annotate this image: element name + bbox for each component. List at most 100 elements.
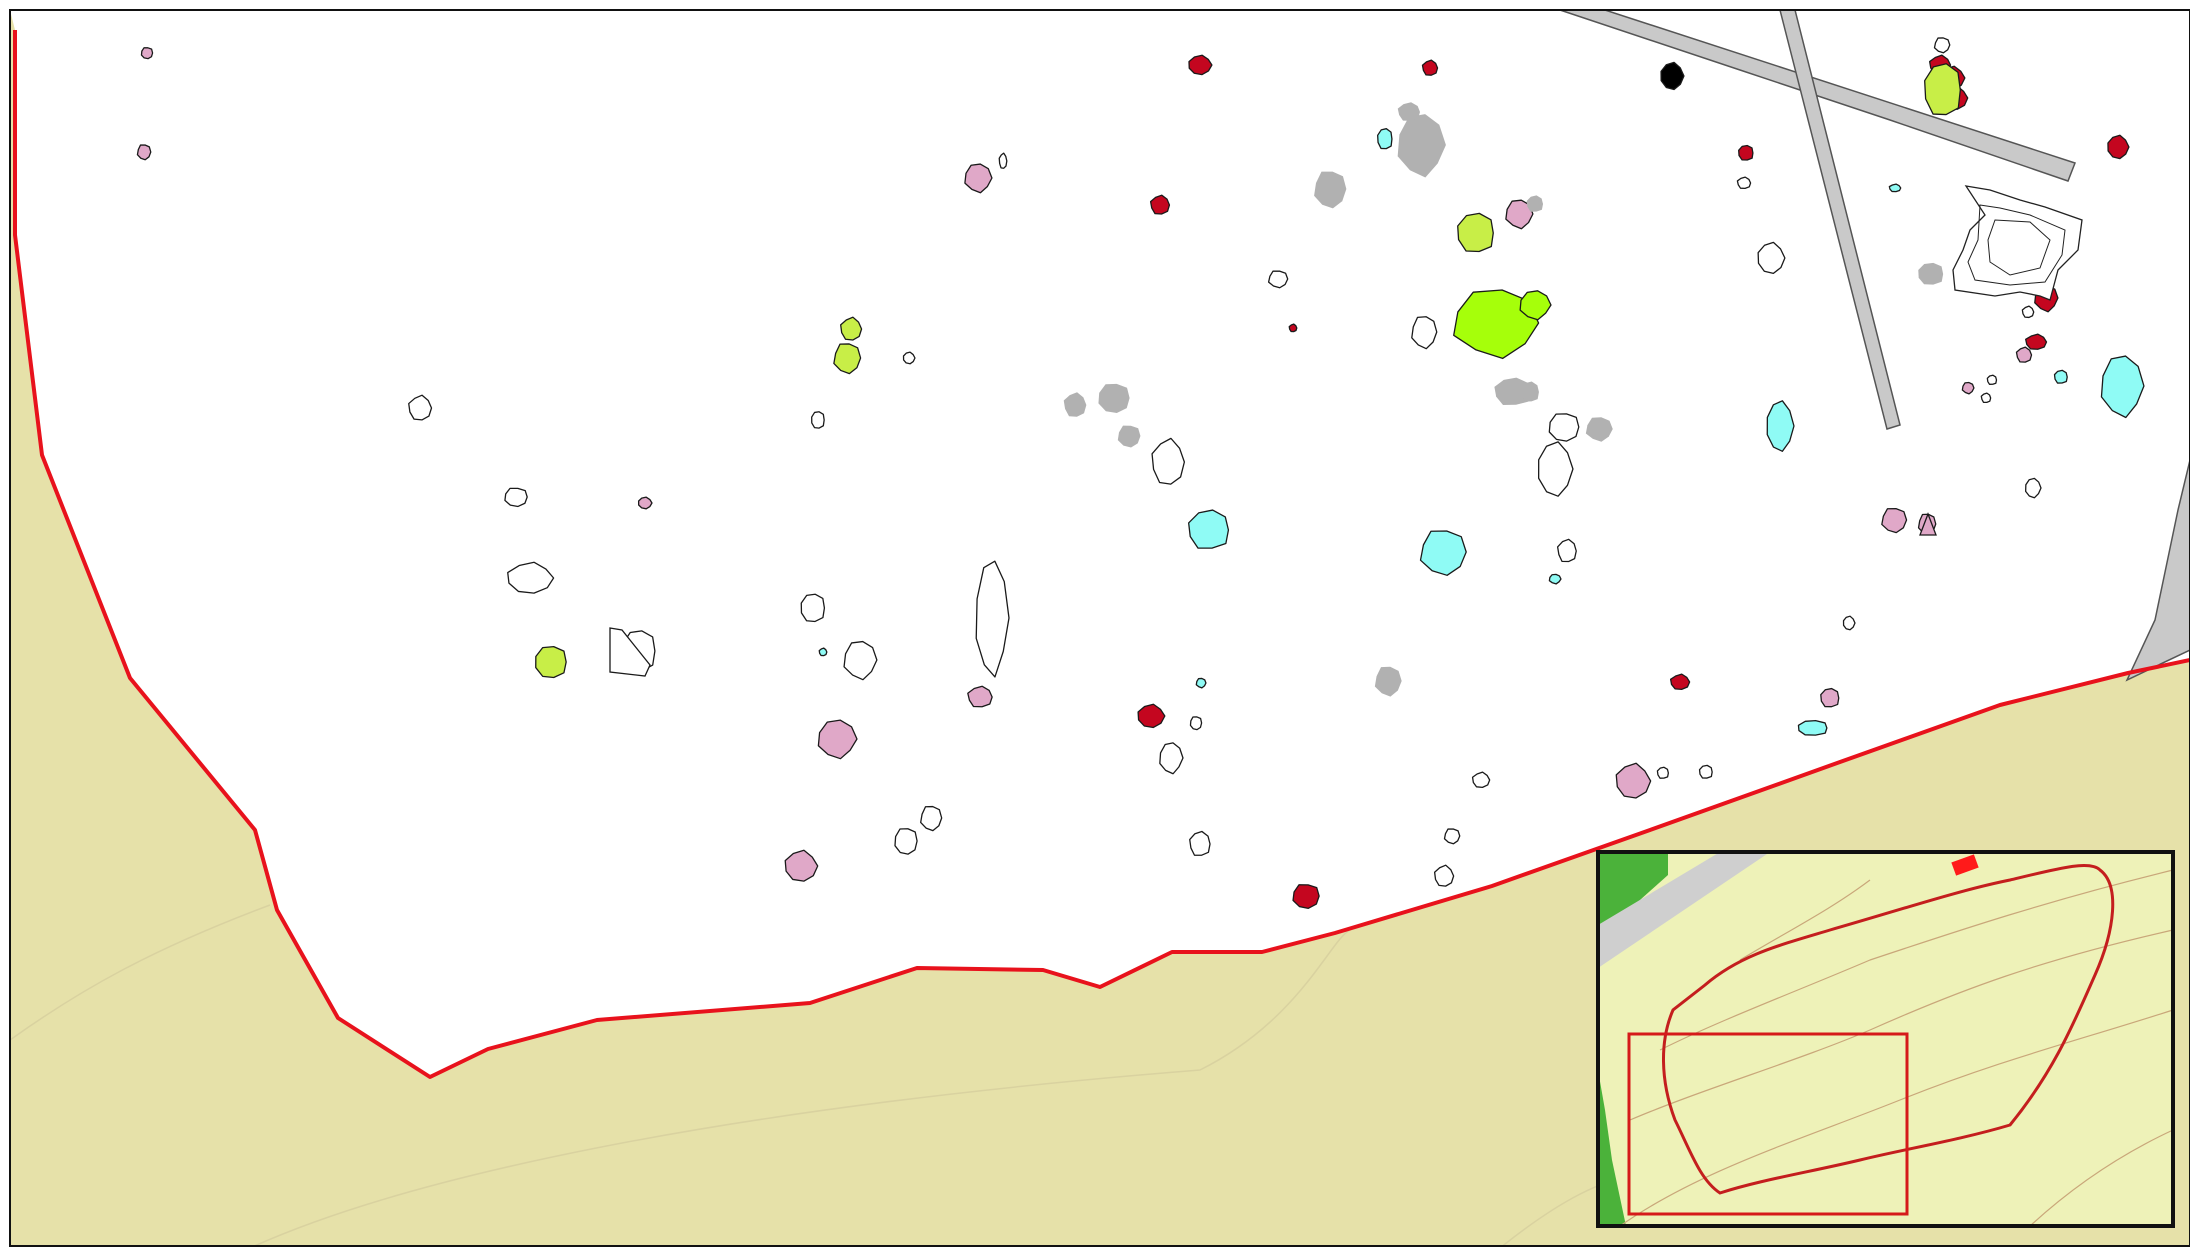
pink-feature bbox=[1820, 687, 1840, 708]
inset-contour bbox=[1619, 1009, 2174, 1227]
pink-feature bbox=[967, 685, 993, 708]
dark-red-feature bbox=[1149, 194, 1171, 215]
outlined-feature bbox=[975, 560, 1010, 678]
inset-contour bbox=[1629, 929, 2174, 1121]
inset-green-area bbox=[1598, 1070, 1626, 1226]
dark-red-feature bbox=[2107, 134, 2130, 160]
cyan-feature bbox=[1377, 128, 1393, 150]
contour-line bbox=[252, 929, 1351, 1246]
pink-feature bbox=[784, 849, 819, 882]
rock-cluster-inner bbox=[1987, 219, 2051, 276]
pink-feature bbox=[140, 47, 154, 60]
outlined-feature bbox=[2025, 477, 2042, 499]
gray-feature bbox=[1918, 262, 1944, 285]
pink-feature bbox=[2015, 346, 2033, 363]
gray-feature bbox=[1585, 417, 1613, 442]
lime-feature bbox=[535, 645, 567, 679]
black-feature bbox=[1660, 61, 1685, 91]
dark-red-feature bbox=[1292, 884, 1320, 909]
lime-feature bbox=[1519, 290, 1552, 321]
gray-feature bbox=[1526, 195, 1544, 212]
outlined-feature bbox=[1189, 830, 1211, 856]
dark-red-feature bbox=[1421, 59, 1439, 76]
inset-contour bbox=[1659, 869, 2174, 1051]
inset-site-outline bbox=[1662, 863, 2115, 1195]
outlined-feature bbox=[1548, 413, 1580, 442]
outlined-feature bbox=[811, 411, 825, 429]
inset-contour bbox=[1739, 879, 1871, 961]
lime-feature bbox=[1457, 212, 1494, 253]
pink-feature bbox=[1919, 512, 1937, 536]
inset-view-frame bbox=[1627, 1032, 1909, 1216]
outlined-feature bbox=[920, 805, 943, 832]
outlined-feature bbox=[843, 640, 878, 681]
lime-feature bbox=[840, 316, 863, 341]
dark-red-feature bbox=[1137, 703, 1166, 729]
gray-feature bbox=[1520, 381, 1539, 402]
outlined-feature bbox=[1656, 766, 1670, 779]
cyan-feature bbox=[1188, 509, 1230, 549]
dark-red-feature bbox=[1669, 673, 1691, 691]
cyan-feature bbox=[2100, 355, 2145, 419]
outlined-feature bbox=[1698, 764, 1713, 779]
outlined-feature bbox=[1267, 270, 1289, 289]
outlined-feature bbox=[609, 627, 651, 677]
excavation-boundary bbox=[13, 30, 2190, 1079]
pink-feature bbox=[1961, 381, 1975, 395]
outlined-feature bbox=[1556, 538, 1577, 563]
gray-feature bbox=[1494, 377, 1531, 405]
map-frame bbox=[9, 9, 2190, 1247]
outlined-feature bbox=[1159, 742, 1184, 775]
gray-feature bbox=[1117, 425, 1141, 448]
gray-feature bbox=[1314, 171, 1347, 209]
outlined-feature bbox=[1842, 615, 1856, 631]
pink-feature bbox=[637, 496, 653, 510]
outlined-feature bbox=[507, 561, 555, 594]
outlined-feature bbox=[1443, 828, 1461, 845]
outlined-feature bbox=[902, 351, 916, 365]
gray-feature bbox=[1397, 114, 1446, 178]
outlined-feature bbox=[408, 394, 433, 421]
outlined-feature bbox=[1986, 374, 1998, 385]
dark-red-feature bbox=[1288, 323, 1298, 333]
dark-red-feature bbox=[1188, 54, 1213, 76]
inset-contour bbox=[2029, 1129, 2174, 1227]
gray-feature bbox=[1374, 666, 1402, 697]
cyan-feature bbox=[1548, 573, 1562, 585]
gray-feature bbox=[1098, 383, 1130, 413]
pink-feature bbox=[136, 144, 152, 161]
gray-feature bbox=[1397, 102, 1421, 121]
road-vertical bbox=[1779, 9, 1901, 430]
road-layer bbox=[1559, 9, 2190, 682]
inset-road bbox=[1598, 852, 1770, 968]
outlined-feature bbox=[1980, 392, 1992, 404]
outlined-feature bbox=[1433, 864, 1455, 887]
dark-red-feature bbox=[1738, 144, 1754, 161]
pink-feature bbox=[1505, 199, 1534, 230]
outlined-feature bbox=[1736, 176, 1752, 190]
rock-cluster-outline bbox=[1952, 185, 2083, 301]
outlined-feature bbox=[998, 152, 1008, 169]
cyan-feature bbox=[2053, 369, 2068, 384]
lime-feature bbox=[1924, 63, 1961, 116]
cyan-feature bbox=[818, 647, 828, 657]
outlined-feature bbox=[1411, 316, 1438, 350]
outlined-feature bbox=[1757, 241, 1786, 275]
outlined-feature bbox=[1151, 437, 1186, 485]
gray-feature bbox=[1063, 392, 1087, 417]
pink-feature bbox=[1881, 508, 1908, 534]
dark-red-feature bbox=[2025, 333, 2048, 350]
lime-feature bbox=[833, 343, 862, 375]
contour-line bbox=[10, 904, 271, 1041]
outlined-feature bbox=[504, 487, 528, 508]
inset-marker bbox=[1951, 854, 1979, 876]
rock-cluster-inner bbox=[1967, 204, 2066, 286]
cyan-feature bbox=[1195, 677, 1207, 689]
inset-green-area bbox=[1598, 852, 1668, 925]
outlined-feature bbox=[1538, 441, 1574, 497]
inset-border bbox=[1596, 850, 2175, 1228]
cyan-feature bbox=[1797, 719, 1828, 736]
pink-feature bbox=[817, 719, 858, 760]
